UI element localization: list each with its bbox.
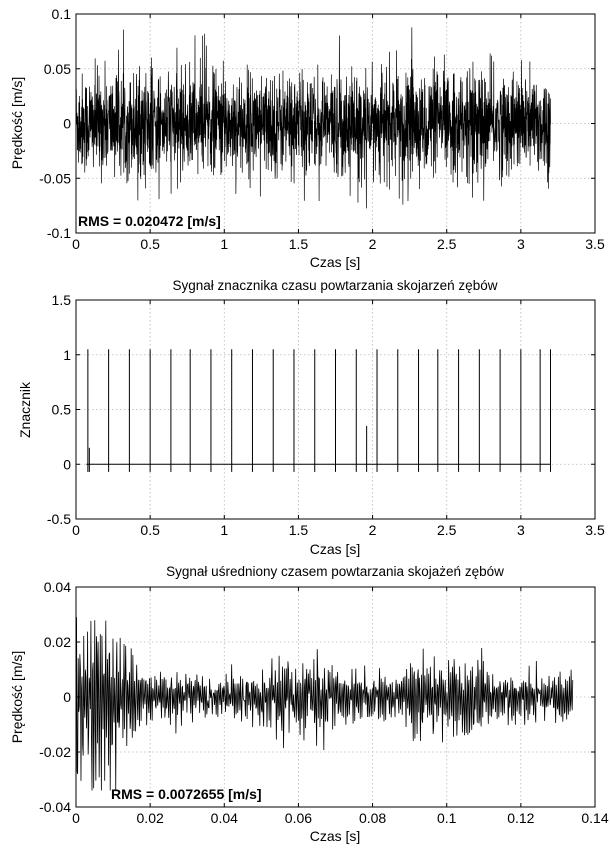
signal-trace [75,617,574,791]
grid [76,587,595,807]
x-tick-label: 3 [517,236,525,252]
y-tick-label: 0.5 [52,402,72,418]
x-tick-label: 0.04 [211,810,238,826]
x-tick-label: 0.12 [507,810,534,826]
x-tick-label: 1 [220,522,228,538]
x-tick-label: 0 [72,810,80,826]
x-tick-label: 2 [369,522,377,538]
plot-title: Sygnał znacznika czasu powtarzania skoja… [173,278,498,293]
x-tick-label: 0.02 [137,810,164,826]
signal-line [75,617,574,791]
x-axis-label: Czas [s] [310,828,361,844]
x-tick-label: 1.5 [289,522,309,538]
y-axis-label: Znacznik [17,381,33,438]
x-axis-label: Czas [s] [310,541,361,557]
averaged-signal-plot: Sygnał uśredniony czasem powtarzania sko… [9,564,609,844]
y-tick-label: 0.04 [44,579,71,595]
y-axis-label: Prędkość [m/s] [9,77,25,170]
signal-trace [86,349,552,472]
x-tick-label: 3.5 [585,236,605,252]
y-tick-label: 0.02 [44,634,71,650]
velocity-signal-plot: 0 0.5 1 1.5 2 2.5 3 3.5 -0.1 -0.05 0 0.05 0.1 RMS = … [9,6,605,270]
x-tick-label: 3 [517,522,525,538]
rms-annotation: RMS = 0.020472 [m/s] [78,213,221,229]
x-tick-label: 2 [369,236,377,252]
y-axis-label: Prędkość [m/s] [9,651,25,744]
x-tick-label: 3.5 [585,522,605,538]
marker-signal-plot: Sygnał znacznika czasu powtarzania skoja… [17,278,605,557]
y-tick-label: 1.5 [52,292,72,308]
x-tick-label: 0 [72,236,80,252]
x-axis-label: Czas [s] [310,254,361,270]
tick-labels: 0 0.5 1 1.5 2 2.5 3 3.5-0.500.511.5 [47,292,605,538]
tick-labels: 0 0.02 0.04 0.06 0.08 0.1 0.12 0.14 -0.04 -0.02 0 0… [39,579,609,826]
y-tick-label: 0 [63,689,71,705]
rms-annotation: RMS = 0.0072655 [m/s] [111,786,262,802]
y-tick-label: -0.04 [39,799,71,815]
x-tick-label: 0 [72,522,80,538]
y-tick-label: 0.05 [44,61,71,77]
y-tick-label: 0 [63,456,71,472]
x-tick-label: 0.5 [140,236,160,252]
tick-labels: 0 0.5 1 1.5 2 2.5 3 3.5 -0.1 -0.05 0 0.05 0.1 [39,6,605,252]
x-tick-label: 0.1 [437,810,457,826]
x-tick-label: 2.5 [437,236,457,252]
y-tick-label: 1 [63,347,71,363]
x-tick-label: 2.5 [437,522,457,538]
y-tick-label: -0.1 [47,225,71,241]
y-tick-label: -0.02 [39,744,71,760]
x-tick-label: 0.5 [140,522,160,538]
plot-title: Sygnał uśredniony czasem powtarzania sko… [166,564,504,579]
y-tick-label: 0 [63,116,71,132]
x-tick-label: 0.14 [581,810,608,826]
signal-trace [75,27,551,209]
x-tick-label: 0.06 [285,810,312,826]
signal-line [75,27,551,209]
y-tick-label: -0.5 [47,511,71,527]
y-tick-label: -0.05 [39,170,71,186]
y-tick-label: 0.1 [52,6,72,22]
x-tick-label: 1 [220,236,228,252]
x-tick-label: 1.5 [289,236,309,252]
x-tick-label: 0.08 [359,810,386,826]
